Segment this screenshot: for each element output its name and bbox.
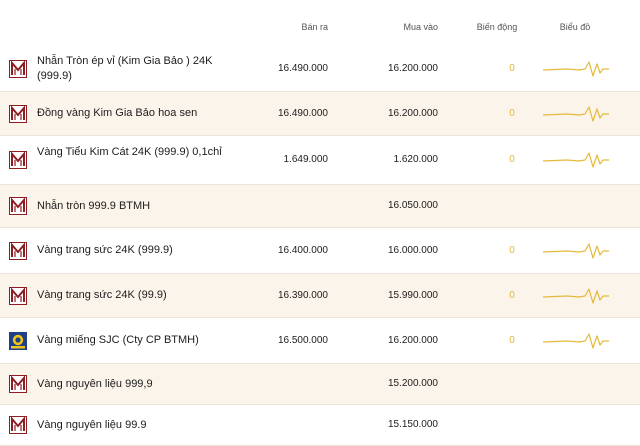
buy-price: 16.050.000 <box>387 200 438 211</box>
table-row[interactable]: Vàng Tiểu Kim Cát 24K (999.9) 0,1chỉ 1.64… <box>0 136 640 185</box>
sell-price: 1.649.000 <box>283 154 329 165</box>
product-name[interactable]: Vàng trang sức 24K (99.9) <box>37 289 167 301</box>
btmh-logo-icon <box>9 416 27 434</box>
price-sparkline[interactable] <box>542 151 610 169</box>
sell-price: 16.500.000 <box>277 334 328 346</box>
price-sparkline[interactable] <box>542 287 610 305</box>
btmh-logo-icon <box>9 59 27 78</box>
btmh-logo-icon <box>9 151 27 169</box>
product-name[interactable]: Vàng nguyên liệu 999,9 <box>37 377 153 390</box>
sell-price: 16.490.000 <box>277 107 328 119</box>
buy-price: 15.200.000 <box>387 378 438 389</box>
sell-price: 16.490.000 <box>277 62 328 74</box>
btmh-logo-icon <box>9 375 27 393</box>
sell-price: 16.400.000 <box>277 244 328 256</box>
sjc-logo-icon <box>9 331 27 350</box>
buy-price: 15.150.000 <box>387 419 438 430</box>
column-header-chart: Biểu đồ <box>559 22 591 32</box>
column-header-buy: Mua vào <box>403 22 438 32</box>
table-row[interactable]: Vàng nguyên liệu 99.9 15.150.000 <box>0 405 640 446</box>
table-row[interactable]: Vàng trang sức 24K (999.9) 16.400.000 16.0… <box>0 228 640 274</box>
btmh-logo-icon <box>9 104 27 123</box>
price-sparkline[interactable] <box>542 242 610 260</box>
product-name[interactable]: Đồng vàng Kim Gia Bảo hoa sen <box>37 107 198 119</box>
product-name[interactable]: Nhẫn tròn 999.9 BTMH <box>37 199 151 212</box>
buy-price: 16.200.000 <box>387 62 438 74</box>
price-sparkline[interactable] <box>542 332 610 350</box>
table-row[interactable]: Vàng trang sức 24K (99.9) 16.390.000 15.99… <box>0 274 640 318</box>
table-body: Nhẫn Tròn ép vỉ (Kim Gia Bảo ) 24K (999.… <box>0 46 640 446</box>
table-row[interactable]: Vàng miếng SJC (Cty CP BTMH) 16.500.000 16… <box>0 318 640 364</box>
btmh-logo-icon <box>9 241 27 260</box>
column-header-sell: Bán ra <box>301 22 328 32</box>
table-header: Bán ra Mua vào Biến động Biểu đồ <box>0 0 640 52</box>
price-change: 0 <box>509 334 515 346</box>
price-change: 0 <box>509 289 515 301</box>
product-name[interactable]: Nhẫn Tròn ép vỉ (Kim Gia Bảo ) 24K (999.… <box>37 54 213 82</box>
price-sparkline[interactable] <box>542 60 610 78</box>
buy-price: 1.620.000 <box>393 154 439 165</box>
price-change: 0 <box>509 107 515 119</box>
sell-price: 16.390.000 <box>277 289 328 301</box>
column-header-change: Biến động <box>476 22 518 32</box>
product-name[interactable]: Vàng nguyên liệu 99.9 <box>37 418 147 431</box>
buy-price: 15.990.000 <box>387 289 438 301</box>
btmh-logo-icon <box>9 286 27 305</box>
buy-price: 16.200.000 <box>387 107 438 119</box>
price-change: 0 <box>509 154 515 165</box>
product-name[interactable]: Vàng miếng SJC (Cty CP BTMH) <box>37 334 199 346</box>
price-change: 0 <box>509 244 515 256</box>
product-name[interactable]: Vàng trang sức 24K (999.9) <box>37 244 173 256</box>
btmh-logo-icon <box>9 197 27 215</box>
table-row[interactable]: Đồng vàng Kim Gia Bảo hoa sen 16.490.000 1… <box>0 92 640 136</box>
price-sparkline[interactable] <box>542 105 610 123</box>
buy-price: 16.200.000 <box>387 334 438 346</box>
buy-price: 16.000.000 <box>387 244 438 256</box>
table-row[interactable]: Vàng nguyên liệu 999,9 15.200.000 <box>0 364 640 405</box>
price-change: 0 <box>509 62 515 74</box>
table-row[interactable]: Nhẫn tròn 999.9 BTMH 16.050.000 <box>0 185 640 228</box>
table-row[interactable]: Nhẫn Tròn ép vỉ (Kim Gia Bảo ) 24K (999.… <box>0 46 640 92</box>
product-name[interactable]: Vàng Tiểu Kim Cát 24K (999.9) 0,1chỉ <box>37 146 222 158</box>
